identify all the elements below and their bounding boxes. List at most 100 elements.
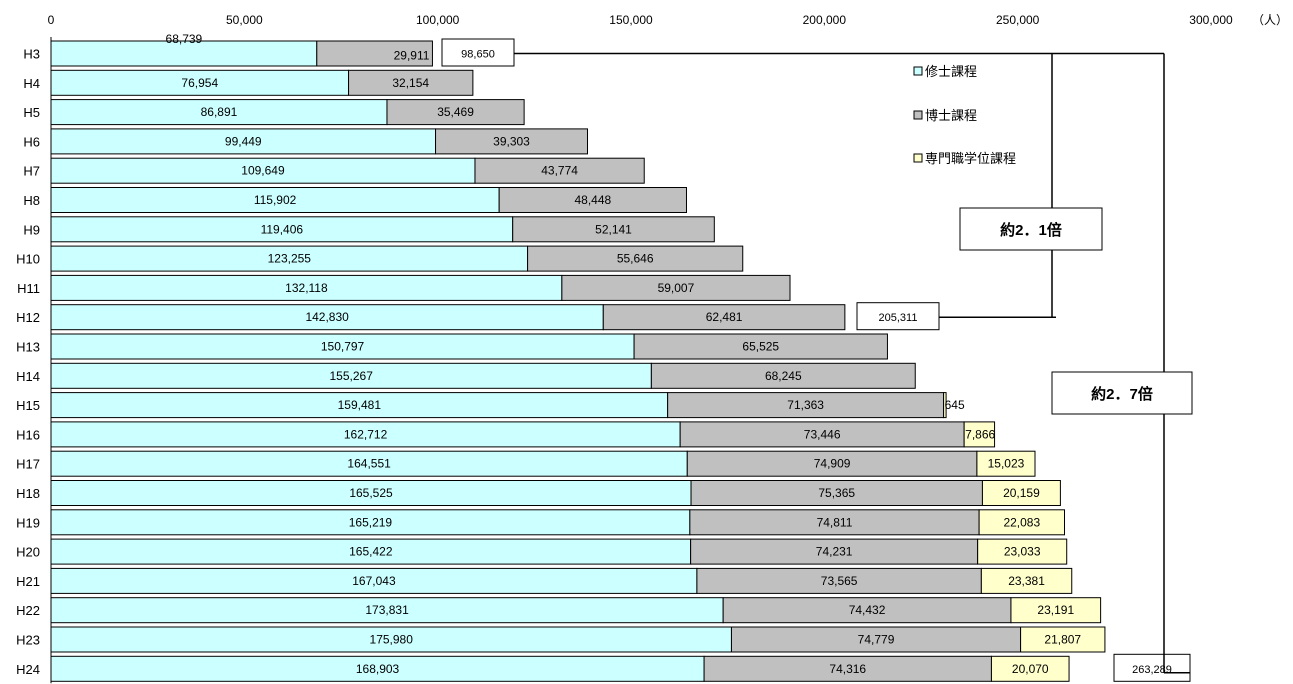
data-label: 23,381 — [1008, 574, 1045, 588]
data-label: 15,023 — [988, 457, 1025, 471]
x-tick-label: 300,000 — [1189, 13, 1233, 27]
bar-segment — [50, 304, 604, 331]
category-label: H24 — [16, 662, 40, 677]
bar-segment — [990, 655, 1070, 682]
category-label: H14 — [16, 369, 40, 384]
bar-segment — [50, 421, 681, 448]
data-label: 68,245 — [765, 369, 802, 383]
data-label: 155,267 — [329, 369, 373, 383]
data-label: 74,779 — [858, 633, 895, 647]
bar-segment — [981, 480, 1061, 506]
data-label: 109,649 — [241, 164, 285, 178]
bar-segment — [50, 216, 514, 243]
bar-segment — [978, 509, 1066, 536]
bar-segment — [980, 567, 1073, 594]
category-label: H3 — [23, 47, 40, 62]
category-label: H19 — [16, 515, 40, 530]
category-label: H9 — [23, 222, 40, 237]
data-label: 21,807 — [1044, 633, 1081, 647]
bar-segment — [50, 362, 652, 389]
bar-segment — [474, 157, 645, 184]
bar-segment — [679, 421, 965, 448]
data-label: 48,448 — [574, 193, 611, 207]
data-label: 167,043 — [352, 574, 396, 588]
bar-segment — [963, 421, 996, 448]
bar-segment — [50, 626, 732, 653]
x-tick-label: 250,000 — [996, 13, 1040, 27]
data-label: 173,831 — [365, 603, 409, 617]
x-tick-label: 100,000 — [416, 13, 460, 27]
x-axis: 0 50,000 100,000 150,000 200,000 250,000 300,0… — [16, 13, 1233, 684]
data-label: 23,033 — [1004, 545, 1041, 559]
data-label: 74,909 — [814, 457, 851, 471]
category-label: H15 — [16, 398, 40, 413]
category-label: H7 — [23, 164, 40, 179]
total-label: 205,311 — [879, 312, 918, 324]
data-label: 142,830 — [305, 310, 349, 324]
data-label: 29,911 — [394, 49, 430, 63]
bar-segment — [703, 655, 992, 682]
bar-segment — [976, 450, 1036, 477]
legend-label: 博士課程 — [925, 108, 977, 123]
bar-segment — [633, 333, 888, 360]
bar-segment — [602, 304, 846, 331]
x-tick-label: 150,000 — [609, 13, 653, 27]
bar-segment — [50, 128, 437, 155]
bar-segment — [50, 597, 724, 624]
total-box — [1113, 653, 1191, 682]
data-label: 23,191 — [1037, 603, 1074, 617]
data-label: 62,481 — [706, 310, 743, 324]
category-label: H12 — [16, 310, 40, 325]
category-label: H21 — [16, 574, 40, 589]
data-label: 165,525 — [349, 486, 393, 500]
legend-label: 修士課程 — [925, 64, 977, 79]
category-label: H23 — [16, 633, 40, 648]
bar-segment — [696, 567, 982, 594]
legend-swatch — [913, 153, 923, 163]
bar-segment — [50, 333, 635, 360]
bar-segment — [316, 40, 433, 67]
category-label: H8 — [23, 193, 40, 208]
data-label: 175,980 — [370, 633, 414, 647]
bar-segment — [435, 128, 589, 155]
category-label: H17 — [16, 457, 40, 472]
category-label: H13 — [16, 340, 40, 355]
data-label: 168,903 — [356, 662, 400, 676]
ratio-note: 約2．7倍 — [1091, 385, 1153, 403]
data-label: 71,363 — [787, 398, 824, 412]
bar-segment — [50, 480, 692, 506]
data-label: 74,316 — [829, 662, 866, 676]
data-label: 20,159 — [1003, 486, 1040, 500]
category-label: H10 — [16, 252, 40, 267]
ratio-note-box — [1051, 371, 1193, 415]
legend-swatch — [913, 110, 923, 120]
total-box — [856, 302, 940, 331]
data-label: 20,070 — [1012, 662, 1049, 676]
bar-area: 68,739 29,911 76,954 32,154 86,891 35,469 99,4… — [50, 32, 1106, 682]
bar-segment — [527, 245, 744, 272]
data-label: 115,902 — [254, 193, 297, 207]
x-tick-label: 50,000 — [226, 13, 263, 27]
data-label: 74,231 — [816, 545, 853, 559]
data-label: 43,774 — [541, 164, 578, 178]
data-label: 73,565 — [821, 574, 858, 588]
total-label: 263,289 — [1132, 664, 1172, 676]
data-label: 39,303 — [493, 134, 530, 148]
bar-segment — [50, 450, 688, 477]
data-label: 164,551 — [347, 457, 391, 471]
bar-segment — [348, 69, 474, 96]
bar-segment — [1020, 626, 1106, 653]
bar-segment — [977, 538, 1068, 565]
data-label: 165,219 — [349, 515, 393, 529]
data-label: 22,083 — [1003, 515, 1040, 529]
category-label: H11 — [17, 281, 40, 296]
legend-swatch — [913, 66, 923, 76]
bar-segment — [498, 187, 687, 213]
data-label: 99,449 — [225, 134, 262, 148]
data-label: 59,007 — [658, 281, 695, 295]
data-label: 162,712 — [344, 427, 388, 441]
unit-label: （人） — [1252, 13, 1288, 27]
total-label: 98,650 — [461, 49, 495, 61]
bar-segment — [50, 245, 529, 272]
